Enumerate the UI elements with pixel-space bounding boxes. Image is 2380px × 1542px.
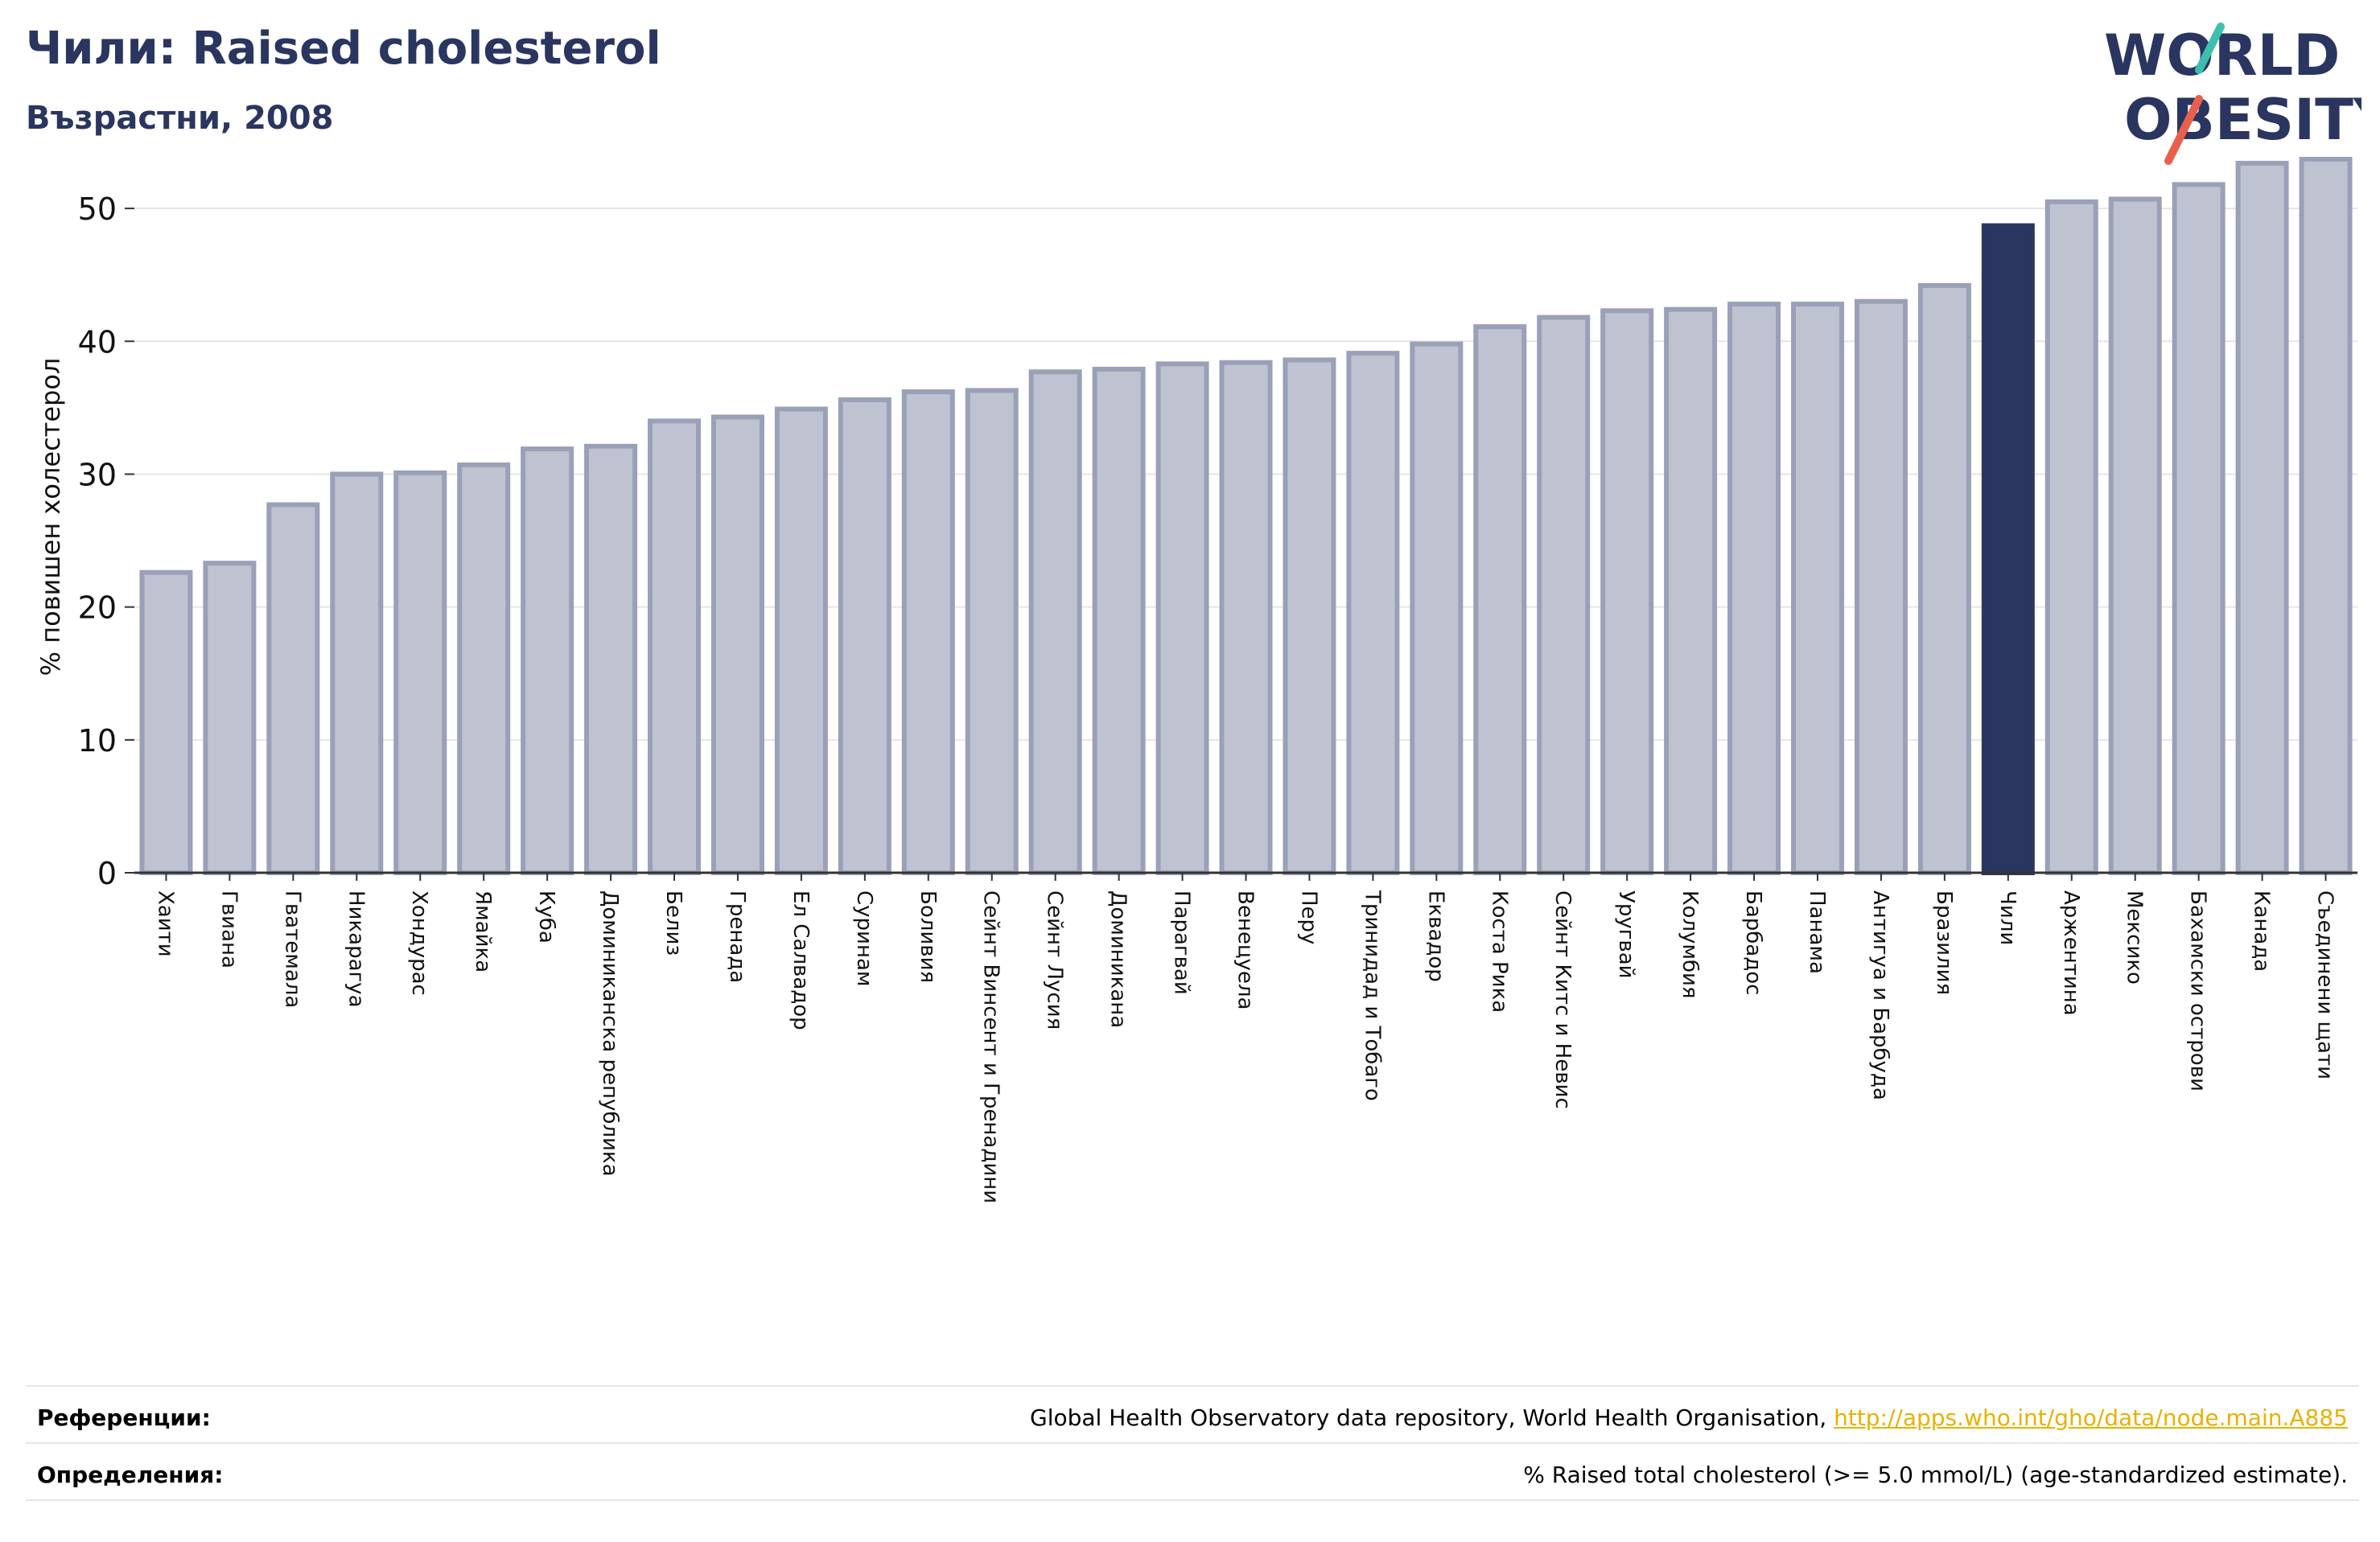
bar[interactable] [203, 561, 257, 875]
bar-chart: 0 10 20 30 40 50 % повишен холестерол Хаити Гвиа… [35, 156, 2357, 1203]
x-tick-label: Бахамски острови [2186, 890, 2210, 1092]
x-tick-label: Куба [534, 890, 558, 944]
x-tick-label: Гренада [725, 890, 749, 983]
definitions-label: Определения: [37, 1462, 224, 1488]
x-tick-label: Тринидад и Тобаго [1360, 890, 1384, 1101]
bar[interactable] [521, 446, 574, 875]
x-tick-label: Сейнт Лусия [1043, 890, 1067, 1030]
bar[interactable] [139, 570, 193, 875]
bar[interactable] [584, 443, 638, 875]
x-tick-label: Суринам [852, 890, 876, 987]
bar[interactable] [266, 502, 320, 876]
chart-subtitle: Възрастни, 2008 [26, 100, 334, 137]
x-tick-label: Сейнт Винсент и Гренадини [979, 890, 1003, 1203]
x-tick-label: Перу [1296, 890, 1320, 944]
x-tick-label: Никарагуа [344, 890, 368, 1008]
logo-word-world: WORLD [2104, 23, 2340, 88]
bar[interactable] [457, 462, 511, 875]
logo-word-obesity: OBESITY [2124, 87, 2361, 153]
bar[interactable] [2108, 196, 2162, 876]
footer-divider-middle [26, 1442, 2359, 1444]
x-tick-label: Белиз [661, 890, 686, 956]
bar[interactable] [1854, 298, 1908, 876]
x-tick-label: Венецуела [1233, 890, 1258, 1009]
bar[interactable] [1664, 306, 1718, 875]
x-tick-label: Боливия [916, 890, 940, 983]
x-tick-label: Антигуа и Барбуда [1868, 890, 1892, 1100]
bar[interactable] [1092, 366, 1146, 875]
bar[interactable] [1346, 351, 1400, 875]
x-tick-label: Сейнт Китс и Невис [1550, 890, 1575, 1109]
bar[interactable] [1410, 341, 1464, 875]
chart-title: Чили: Raised cholesterol [26, 23, 661, 75]
bar[interactable] [774, 406, 828, 875]
world-obesity-logo: WORLD OBESITY [2104, 23, 2361, 165]
bar[interactable] [2235, 160, 2289, 876]
bar[interactable] [648, 418, 702, 875]
x-tick-label: Канада [2250, 890, 2274, 972]
references-value: Global Health Observatory data repositor… [1030, 1404, 2348, 1431]
bar[interactable] [1600, 308, 1654, 876]
x-tick-label: Аржентина [2059, 890, 2083, 1016]
y-tick-label: 20 [78, 590, 117, 626]
x-tick-label: Ямайка [471, 890, 495, 972]
y-tick-label: 40 [78, 324, 117, 360]
bar[interactable] [1155, 361, 1209, 875]
x-tick-label: Съединени щати [2313, 890, 2337, 1079]
bar[interactable] [393, 470, 447, 875]
x-tick-label: Еквадор [1423, 890, 1447, 982]
references-link[interactable]: http://apps.who.int/gho/data/node.main.A… [1834, 1404, 2348, 1431]
bar[interactable] [1727, 302, 1781, 875]
bar[interactable] [965, 388, 1019, 875]
references-text: Global Health Observatory data repositor… [1030, 1404, 1834, 1431]
definitions-value: % Raised total cholesterol (>= 5.0 mmol/… [1523, 1462, 2348, 1488]
x-tick-label: Доминикана [1106, 890, 1130, 1028]
bar[interactable] [1917, 282, 1971, 875]
logo-slash-teal [2195, 23, 2225, 74]
bar[interactable] [1790, 302, 1844, 875]
x-tick-label: Гвиана [216, 890, 241, 968]
x-tick-label: Уругвай [1614, 890, 1638, 979]
bar[interactable] [1537, 315, 1591, 875]
bar[interactable] [1028, 369, 1082, 875]
x-tick-label: Чили [1995, 890, 2020, 945]
y-axis-label: % повишен холестерол [35, 358, 66, 676]
bar[interactable] [1219, 360, 1273, 875]
footer-divider-bottom [26, 1499, 2359, 1501]
x-tick-label: Панама [1805, 890, 1829, 974]
bar[interactable] [710, 414, 764, 875]
bar[interactable] [2299, 156, 2353, 875]
bar[interactable] [1283, 357, 1336, 875]
x-tick-label: Колумбия [1678, 890, 1702, 999]
y-tick-label: 0 [97, 856, 117, 891]
x-tick-label: Хаити [153, 890, 177, 957]
logo-slash-red [2164, 95, 2203, 165]
x-tick-label: Коста Рика [1487, 890, 1511, 1013]
y-tick-label: 30 [78, 457, 117, 492]
x-tick-label: Парагвай [1170, 890, 1194, 995]
footer-divider-top [26, 1385, 2359, 1387]
bar[interactable] [2172, 182, 2226, 875]
x-tick-label: Гватемала [280, 890, 304, 1008]
x-tick-label: Барбадос [1741, 890, 1765, 995]
x-tick-label: Хондурас [407, 890, 431, 996]
bar[interactable] [1473, 324, 1527, 875]
bar-highlight[interactable] [1981, 223, 2035, 875]
bar[interactable] [901, 389, 955, 875]
bar[interactable] [2044, 199, 2098, 876]
x-tick-label: Ел Салвадор [789, 890, 813, 1030]
bar[interactable] [838, 397, 891, 875]
x-tick-label: Бразилия [1932, 890, 1956, 995]
x-tick-label: Мексико [2123, 890, 2147, 985]
y-tick-label: 50 [78, 191, 117, 227]
x-tick-label: Доминиканска република [598, 890, 622, 1177]
y-tick-label: 10 [78, 723, 117, 759]
references-label: Референции: [37, 1404, 211, 1431]
bar[interactable] [330, 471, 384, 875]
